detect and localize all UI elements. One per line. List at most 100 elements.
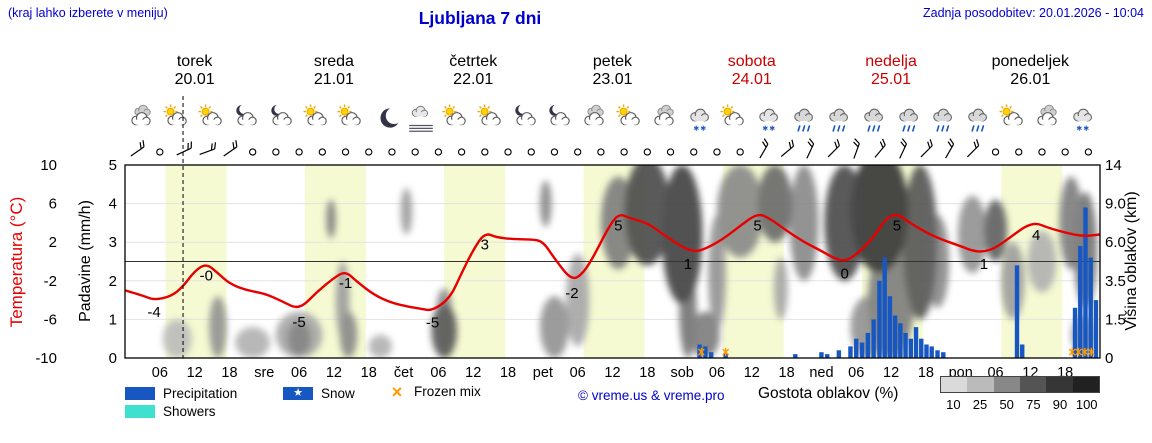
wind-calm-icon	[1084, 148, 1093, 156]
precip-bar	[1088, 257, 1093, 358]
cloud-blob	[773, 257, 788, 320]
cloud-blob	[162, 319, 192, 358]
cloud-icon	[647, 97, 682, 139]
wind-calm-icon	[411, 148, 419, 156]
legend-label: Snow	[321, 386, 355, 401]
day-header-četrtek: četrtek 22.01	[404, 53, 543, 89]
day-header-row: torek 20.01 sreda 21.01 četrtek 22.01 petek 23.…	[125, 53, 1100, 89]
wind-calm-icon	[713, 148, 721, 156]
precip-bar	[908, 338, 914, 358]
day-header-ponedeljek: ponedeljek 26.01	[961, 53, 1100, 89]
day-header-nedelja: nedelja 25.01	[821, 53, 960, 89]
x-axis-tick: 18	[221, 365, 237, 381]
x-axis-tick: 06	[152, 365, 168, 381]
day-header-petek: petek 23.01	[543, 53, 682, 89]
temp-value-label: 4	[1032, 227, 1040, 244]
x-axis-tick: 12	[883, 365, 899, 381]
wind-calm-icon	[318, 148, 326, 156]
precip-bar	[935, 350, 940, 358]
precip-bar	[854, 338, 859, 358]
precip-bar	[871, 319, 876, 358]
density-tick: 50	[999, 397, 1014, 412]
frozen-mix-swatch-icon: ×	[391, 381, 403, 402]
day-header-torek: torek 20.01	[125, 53, 264, 89]
temp-value-label: 1	[980, 256, 988, 273]
sun-cloud-icon	[160, 97, 195, 139]
sun-cloud-icon	[473, 97, 508, 139]
rain-cloud-icon	[961, 97, 996, 139]
x-axis-tick: 06	[848, 365, 864, 381]
rain-cloud-icon	[856, 97, 891, 139]
x-axis-tick: 06	[430, 365, 446, 381]
wind-barb-icon	[130, 140, 145, 157]
wind-calm-icon	[550, 148, 559, 156]
precip-tick: 0	[109, 350, 117, 367]
day-date: 26.01	[1010, 71, 1051, 88]
day-date: 20.01	[174, 71, 215, 88]
x-axis-tick: 18	[500, 365, 516, 381]
precip-bar	[1093, 300, 1099, 358]
wind-calm-icon	[295, 148, 303, 156]
precip-bar	[941, 352, 946, 358]
precip-bar	[929, 346, 934, 358]
cloud-blob	[539, 296, 569, 358]
snow-cloud-icon	[682, 97, 717, 139]
temp-value-label: -5	[426, 315, 439, 332]
precip-bar	[887, 296, 893, 358]
rain-cloud-icon	[787, 97, 822, 139]
legend-item-showers: Showers	[125, 404, 216, 419]
temp-value-label: -2	[565, 285, 578, 302]
precip-bar	[848, 346, 853, 358]
cloud-blob	[368, 334, 392, 358]
day-header-sobota: sobota 24.01	[682, 53, 821, 89]
sun-cloud-icon	[438, 97, 473, 139]
day-date: 22.01	[453, 71, 494, 88]
wind-calm-icon	[1015, 148, 1023, 156]
density-tick: 10	[946, 397, 961, 412]
cloud-blob	[661, 165, 703, 304]
precip-bar	[898, 323, 903, 358]
copyright-link[interactable]: © vreme.us & vreme.pro	[578, 388, 725, 403]
x-axis-tick: sob	[670, 365, 693, 381]
precip-bar	[924, 344, 929, 358]
cloud-icon	[578, 97, 613, 139]
wind-barb-icon	[920, 139, 933, 158]
temp-tick: 6	[49, 196, 57, 213]
frozen-mix-mark-icon	[1075, 347, 1082, 357]
day-name: nedelja	[865, 53, 917, 70]
cloud-icon	[1031, 97, 1066, 139]
precip-bar	[903, 332, 908, 358]
sun-cloud-icon	[613, 97, 648, 139]
cloud-blob	[431, 303, 457, 358]
day-header-sreda: sreda 21.01	[264, 53, 403, 89]
wind-calm-icon	[341, 148, 350, 156]
plot-frame	[124, 164, 1101, 359]
day-date: 23.01	[592, 71, 633, 88]
precip-bar	[703, 346, 708, 358]
precip-bar	[1083, 207, 1088, 358]
cloud-blob	[624, 165, 671, 266]
cloud-blob	[757, 165, 793, 243]
wind-calm-icon	[481, 148, 489, 156]
wind-calm-icon	[574, 148, 582, 156]
cloud-blob	[1001, 242, 1025, 320]
rain-cloud-icon	[891, 97, 926, 139]
frozen-mix-mark-icon	[697, 347, 705, 357]
temp-value-label: -1	[339, 275, 352, 292]
wind-calm-icon	[1061, 148, 1069, 156]
temp-value-label: -5	[292, 314, 305, 331]
snow-cloud-icon	[752, 97, 787, 139]
cloud-blob	[326, 199, 336, 239]
precip-bar	[882, 257, 887, 358]
x-axis-tick: 06	[709, 365, 725, 381]
precip-tick: 1	[109, 311, 117, 328]
menu-hint: (kraj lahko izberete v meniju)	[8, 6, 168, 20]
day-name: četrtek	[449, 53, 498, 70]
precip-bar	[697, 344, 702, 358]
day-date: 25.01	[871, 71, 912, 88]
legend-item-snow: ★ Snow	[283, 386, 355, 401]
wind-calm-icon	[249, 148, 257, 156]
last-update: Zadnja posodobitev: 20.01.2026 - 10:04	[922, 6, 1144, 20]
temp-value-label: 0	[840, 266, 848, 283]
temp-value-label: 1	[684, 256, 692, 273]
